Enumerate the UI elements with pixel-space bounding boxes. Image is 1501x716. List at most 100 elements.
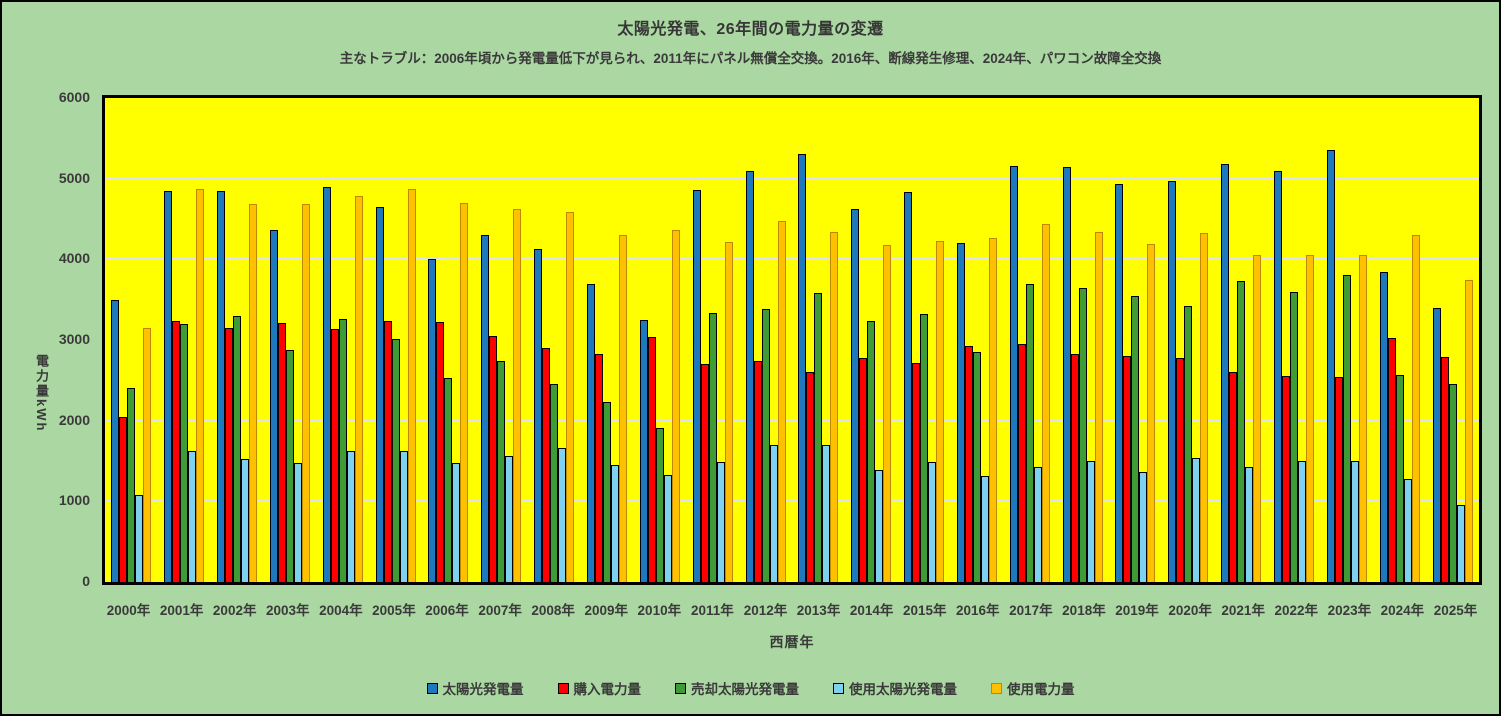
y-tick-5000: 5000 — [58, 169, 90, 186]
bar-使用太陽光発電量-2003年 — [293, 463, 302, 582]
bar-使用電力量-2021年 — [1253, 255, 1262, 582]
bar-使用太陽光発電量-2022年 — [1297, 461, 1306, 582]
bar-購入電力量-2020年 — [1176, 357, 1185, 582]
x-tick-2014年: 2014年 — [849, 603, 894, 618]
bar-購入電力量-2015年 — [912, 362, 921, 582]
bar-使用太陽光発電量-2001年 — [188, 450, 197, 582]
bar-購入電力量-2011年 — [700, 364, 709, 582]
bar-購入電力量-2009年 — [595, 353, 604, 582]
bar-購入電力量-2005年 — [383, 320, 392, 582]
legend-swatch-売却太陽光発電量 — [675, 682, 686, 694]
legend-item-購入電力量: 購入電力量 — [557, 678, 642, 698]
bar-使用太陽光発電量-2012年 — [769, 444, 778, 582]
bar-使用電力量-2016年 — [988, 237, 997, 582]
bar-group-2025年 — [1426, 98, 1479, 582]
bar-使用太陽光発電量-2000年 — [135, 494, 144, 582]
x-tick-2017年: 2017年 — [1009, 603, 1053, 618]
bar-太陽光発電量-2005年 — [375, 206, 384, 582]
bar-group-2009年 — [581, 98, 634, 582]
bar-使用太陽光発電量-2014年 — [875, 469, 884, 582]
x-tick-2002年: 2002年 — [212, 603, 257, 618]
x-tick-2023年: 2023年 — [1327, 603, 1372, 618]
bar-売却太陽光発電量-2020年 — [1184, 306, 1193, 582]
bar-太陽光発電量-2019年 — [1115, 184, 1124, 582]
bar-太陽光発電量-2010年 — [639, 319, 648, 582]
gridline-2000 — [105, 419, 1479, 421]
bar-使用電力量-2004年 — [354, 196, 363, 582]
bar-太陽光発電量-2012年 — [745, 170, 754, 582]
bar-太陽光発電量-2008年 — [534, 248, 543, 582]
x-axis-title: 西暦年 — [769, 634, 815, 650]
bar-使用太陽光発電量-2007年 — [505, 456, 514, 582]
legend-item-売却太陽光発電量: 売却太陽光発電量 — [675, 678, 799, 698]
bar-group-2010年 — [633, 98, 686, 582]
bar-group-2002年 — [211, 98, 264, 582]
bar-太陽光発電量-2017年 — [1009, 165, 1018, 582]
bar-購入電力量-2000年 — [119, 416, 128, 582]
bar-group-2023年 — [1320, 98, 1373, 582]
x-tick-2000年: 2000年 — [106, 603, 151, 618]
bar-購入電力量-2002年 — [225, 327, 234, 582]
x-tick-2021年: 2021年 — [1221, 603, 1265, 618]
y-tick-2000: 2000 — [58, 411, 90, 428]
legend-swatch-太陽光発電量 — [426, 682, 438, 694]
bar-売却太陽光発電量-2022年 — [1289, 292, 1298, 582]
bar-group-2014年 — [845, 98, 898, 582]
bar-売却太陽光発電量-2001年 — [180, 323, 189, 582]
bar-使用電力量-2003年 — [301, 204, 310, 582]
bar-購入電力量-2023年 — [1334, 377, 1343, 582]
bar-売却太陽光発電量-2015年 — [920, 314, 929, 582]
bar-太陽光発電量-2001年 — [164, 190, 173, 582]
bar-売却太陽光発電量-2003年 — [285, 349, 294, 582]
y-axis-title: 電力量kWh — [34, 354, 49, 433]
gridline-4000 — [105, 258, 1479, 260]
y-tick-0: 0 — [82, 573, 90, 589]
bar-太陽光発電量-2023年 — [1326, 150, 1335, 582]
bar-太陽光発電量-2018年 — [1062, 166, 1071, 582]
bar-売却太陽光発電量-2017年 — [1025, 284, 1034, 582]
bar-購入電力量-2014年 — [859, 357, 868, 582]
bar-使用太陽光発電量-2016年 — [980, 475, 989, 582]
bar-使用太陽光発電量-2020年 — [1192, 457, 1201, 582]
bar-使用電力量-2018年 — [1094, 231, 1103, 582]
bar-売却太陽光発電量-2025年 — [1448, 384, 1457, 582]
bar-太陽光発電量-2007年 — [481, 235, 490, 582]
bar-使用電力量-2005年 — [407, 189, 416, 582]
bar-売却太陽光発電量-2002年 — [233, 315, 242, 582]
legend-item-太陽光発電量: 太陽光発電量 — [426, 678, 524, 698]
bar-group-2016年 — [951, 98, 1004, 582]
bar-group-2021年 — [1215, 98, 1268, 582]
bar-売却太陽光発電量-2013年 — [814, 293, 823, 582]
gridline-5000 — [105, 177, 1479, 179]
bar-太陽光発電量-2006年 — [428, 258, 437, 582]
gridline-3000 — [105, 339, 1479, 340]
bar-使用電力量-2001年 — [196, 189, 205, 582]
bar-group-2022年 — [1268, 98, 1321, 582]
bar-使用電力量-2010年 — [671, 230, 680, 582]
bar-売却太陽光発電量-2019年 — [1131, 296, 1140, 582]
bar-売却太陽光発電量-2011年 — [708, 312, 717, 582]
bar-売却太陽光発電量-2018年 — [1078, 288, 1087, 582]
bar-使用電力量-2006年 — [460, 202, 469, 582]
legend-swatch-購入電力量 — [557, 682, 569, 694]
bar-使用太陽光発電量-2004年 — [346, 450, 355, 582]
bar-group-2004年 — [316, 98, 369, 582]
bar-購入電力量-2001年 — [172, 321, 181, 582]
legend-item-使用太陽光発電量: 使用太陽光発電量 — [833, 678, 957, 698]
legend-label-売却太陽光発電量: 売却太陽光発電量 — [691, 682, 799, 697]
bar-使用電力量-2022年 — [1305, 255, 1314, 582]
bar-使用太陽光発電量-2010年 — [663, 474, 672, 582]
bar-太陽光発電量-2013年 — [798, 154, 807, 582]
bar-使用太陽光発電量-2017年 — [1033, 466, 1042, 582]
bar-groups — [105, 98, 1479, 582]
bar-売却太陽光発電量-2014年 — [867, 321, 876, 582]
bar-売却太陽光発電量-2004年 — [338, 319, 347, 582]
bar-使用太陽光発電量-2002年 — [241, 459, 250, 582]
bar-使用電力量-2013年 — [830, 231, 839, 582]
bar-太陽光発電量-2015年 — [904, 192, 913, 582]
legend-label-太陽光発電量: 太陽光発電量 — [442, 682, 524, 697]
legend-item-使用電力量: 使用電力量 — [991, 678, 1075, 698]
bar-売却太陽光発電量-2000年 — [127, 388, 136, 582]
legend-label-購入電力量: 購入電力量 — [573, 682, 642, 697]
x-tick-2012年: 2012年 — [743, 603, 788, 618]
